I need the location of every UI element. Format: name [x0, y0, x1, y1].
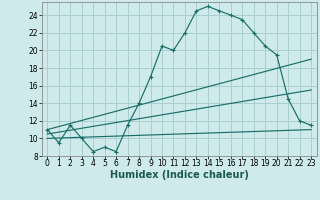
X-axis label: Humidex (Indice chaleur): Humidex (Indice chaleur) — [110, 170, 249, 180]
